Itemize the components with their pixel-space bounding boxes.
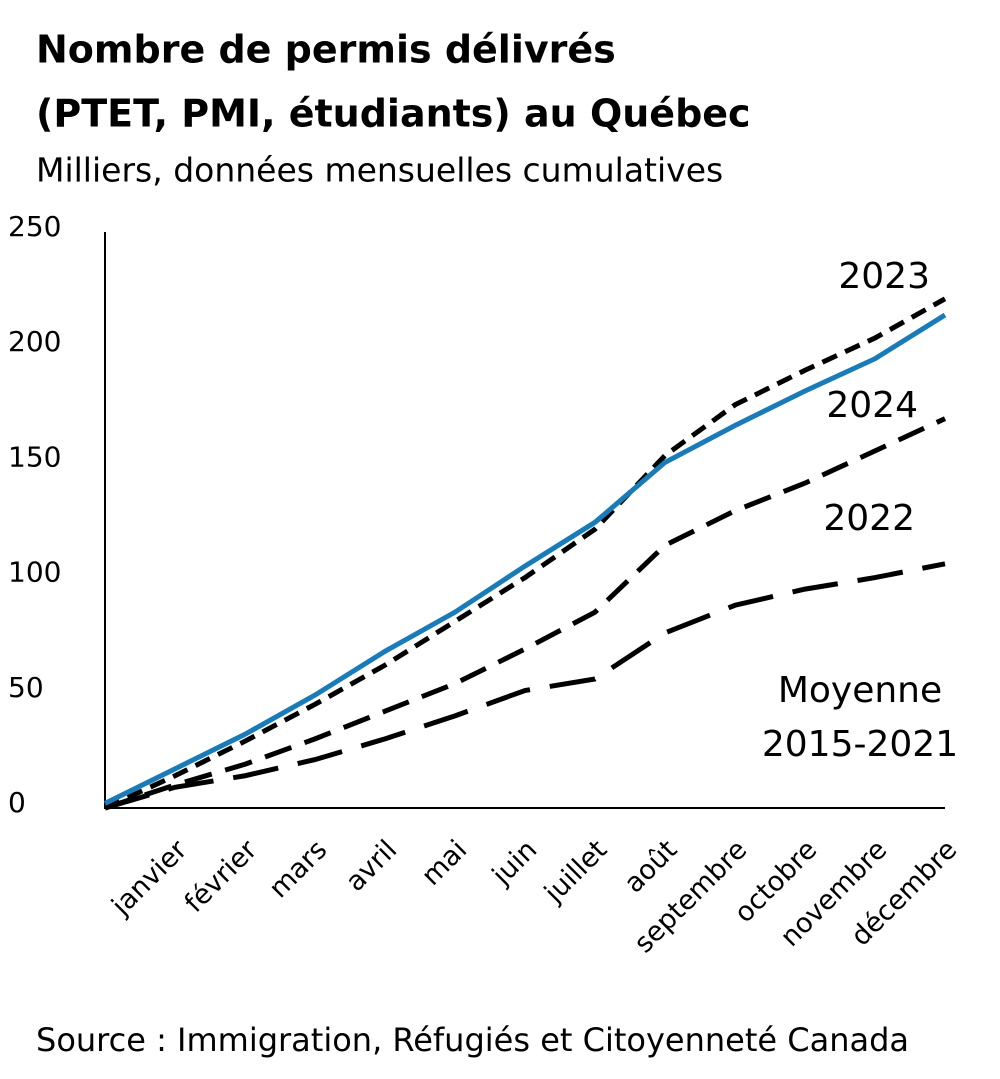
series-line [103,296,947,811]
series-label: Moyenne 2015-2021 [762,670,958,765]
y-tick-label: 250 [8,210,61,243]
series-label-line: 2015-2021 [762,724,958,765]
source: Source : Immigration, Réfugiés et Citoye… [36,1021,909,1059]
x-tick-label: août [618,834,683,899]
x-tick-label: juillet [538,834,613,909]
x-tick-label: février [179,834,264,919]
x-tick-label: janvier [105,834,194,923]
y-tick-label: 100 [8,556,61,589]
series-label: 2022 [823,498,915,539]
series-label-line: Moyenne [778,670,942,711]
x-tick-label: juin [486,834,543,891]
x-tick-label: avril [340,834,403,897]
y-tick-label: 0 [8,786,26,819]
series-label: 2024 [826,385,918,426]
chart-title: (PTET, PMI, étudiants) au Québec [36,92,751,136]
x-tick-label: mars [263,834,333,904]
series-label: 2023 [838,256,930,297]
y-tick-label: 150 [8,440,61,473]
series-line [103,312,947,806]
y-tick-label: 50 [8,671,44,704]
chart-title: Nombre de permis délivrés [36,28,616,72]
series-line [104,561,946,811]
series-line [104,416,947,811]
x-tick-label: mai [416,834,474,892]
y-tick-label: 200 [8,325,61,358]
chart-subtitle: Milliers, données mensuelles cumulatives [36,151,723,190]
